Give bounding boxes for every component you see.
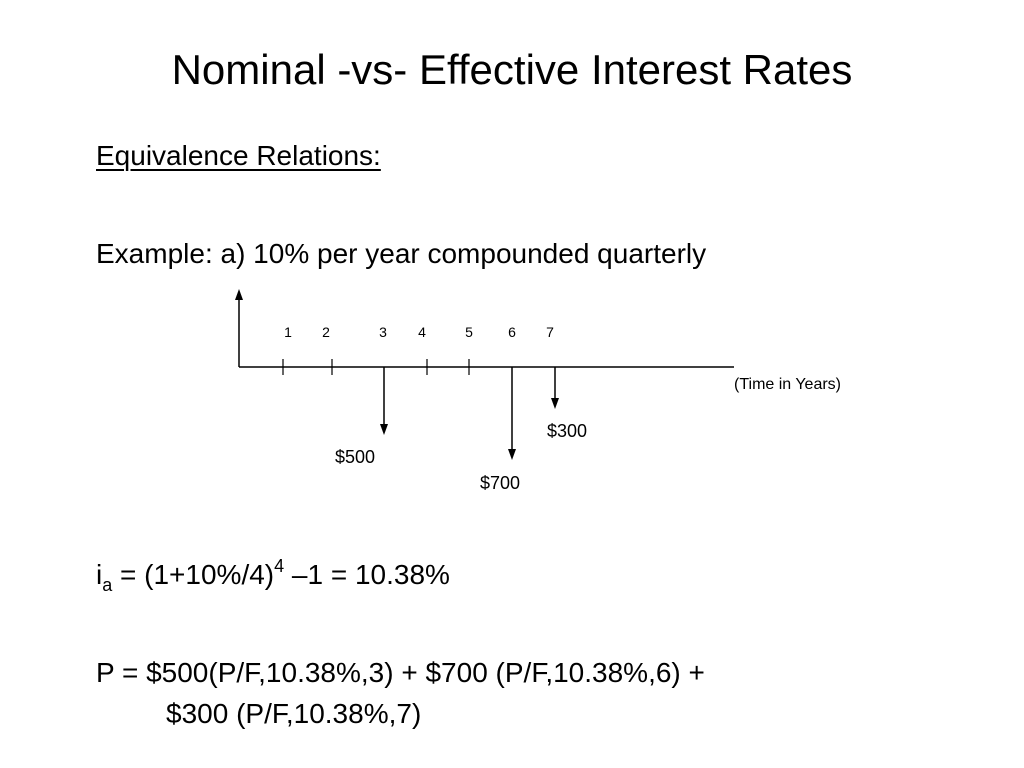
slide-title: Nominal -vs- Effective Interest Rates: [171, 46, 853, 93]
present-worth-formula-line-1: P = $500(P/F,10.38%,3) + $700 (P/F,10.38…: [96, 657, 705, 688]
period-label: 1: [284, 324, 292, 340]
section-heading: Equivalence Relations:: [96, 140, 381, 171]
cash-flow-arrowhead-period-6: [508, 449, 516, 460]
period-label: 6: [508, 324, 516, 340]
formula-lhs: = (1+10%/4): [112, 559, 275, 590]
period-label: 7: [546, 324, 554, 340]
cash-flow-label-300: $300: [547, 421, 587, 441]
period-label: 4: [418, 324, 426, 340]
formula-exponent: 4: [274, 556, 285, 576]
period-label: 2: [322, 324, 330, 340]
cash-flow-arrowhead-period-3: [380, 424, 388, 435]
period-label: 5: [465, 324, 473, 340]
cash-flow-label-700: $700: [480, 473, 520, 493]
present-worth-formula-line-2: $300 (P/F,10.38%,7): [166, 698, 422, 729]
effective-rate-formula: ia = (1+10%/4)4 –1 = 10.38%: [96, 556, 450, 595]
example-text: Example: a) 10% per year compounded quar…: [96, 238, 707, 269]
axis-label: (Time in Years): [734, 376, 841, 393]
vertical-axis-arrowhead: [235, 289, 243, 300]
formula-rhs: –1 = 10.38%: [284, 559, 450, 590]
formula-subscript: a: [102, 575, 113, 595]
period-label: 3: [379, 324, 387, 340]
cash-flow-label-500: $500: [335, 447, 375, 467]
cash-flow-arrowhead-period-7: [551, 398, 559, 409]
formula-var: i: [96, 559, 103, 590]
